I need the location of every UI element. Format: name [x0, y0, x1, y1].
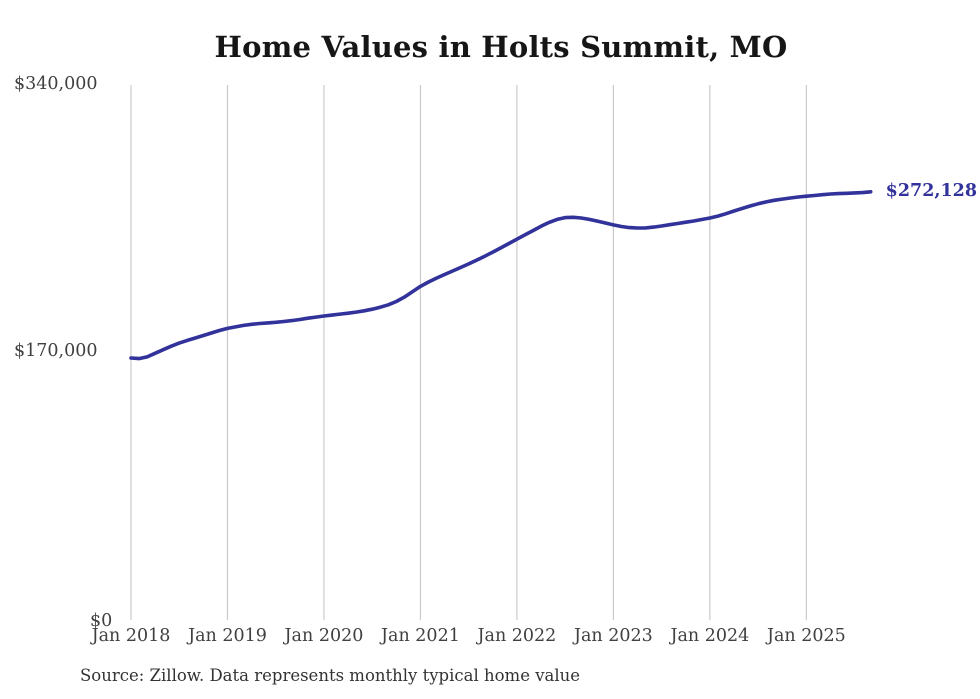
chart-title: Home Values in Holts Summit, MO — [214, 30, 788, 64]
x-tick-label: Jan 2020 — [283, 626, 364, 646]
gridlines-group — [130, 85, 807, 620]
y-tick-label-0: $0 — [90, 611, 113, 631]
x-tick-label: Jan 2023 — [572, 626, 653, 646]
x-axis-labels-group: Jan 2018 Jan 2019 Jan 2020 Jan 2021 Jan 2022… — [90, 626, 846, 646]
y-tick-label-340000: $340,000 — [14, 74, 98, 94]
x-tick-label: Jan 2024 — [668, 626, 749, 646]
x-tick-label: Jan 2018 — [90, 626, 171, 646]
source-note: Source: Zillow. Data represents monthly … — [80, 666, 581, 685]
y-tick-label-170000: $170,000 — [14, 341, 98, 361]
current-value-label: $272,128 — [885, 180, 977, 201]
x-tick-label: Jan 2025 — [765, 626, 846, 646]
x-tick-label: Jan 2019 — [186, 626, 267, 646]
home-value-line — [129, 190, 873, 361]
x-tick-label: Jan 2022 — [476, 626, 557, 646]
x-tick-label: Jan 2021 — [379, 626, 460, 646]
